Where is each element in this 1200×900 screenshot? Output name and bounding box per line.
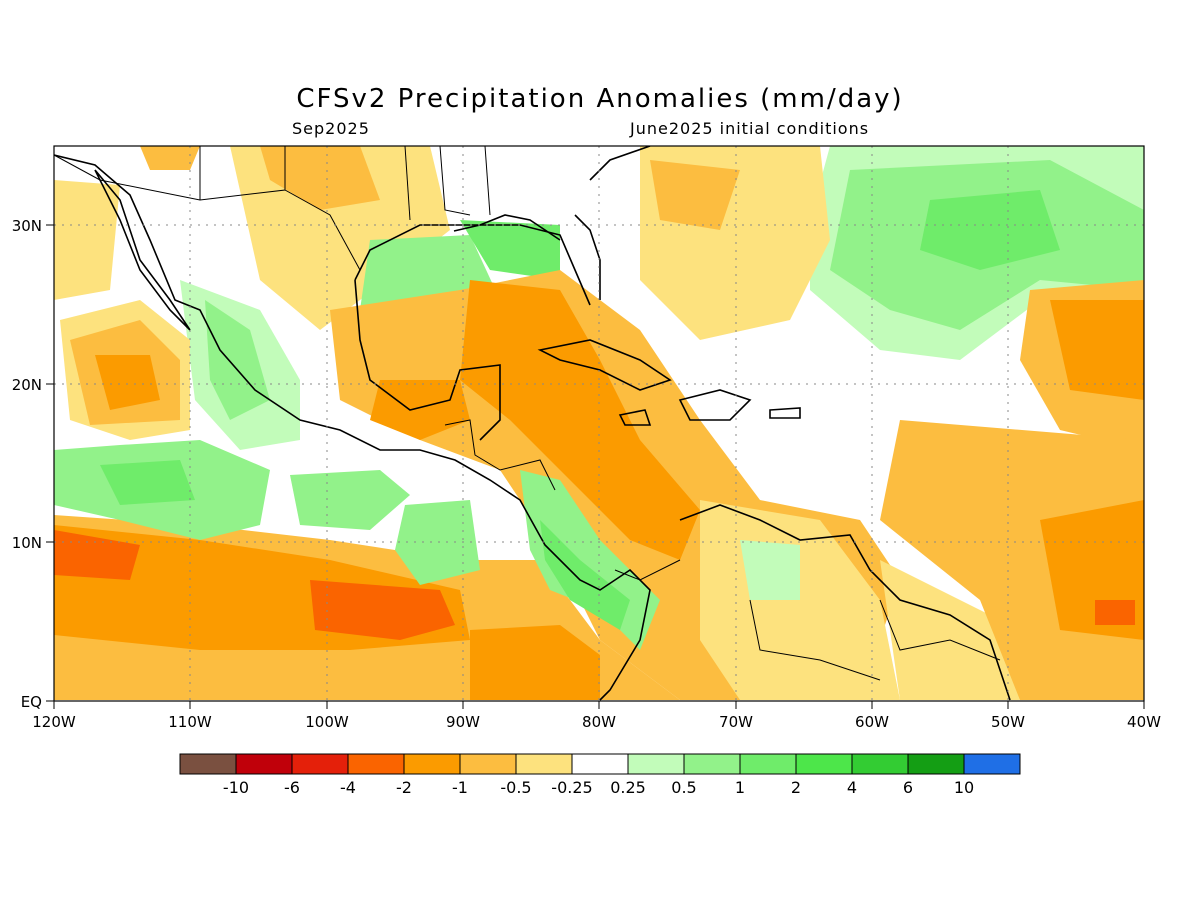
y-tick-label: EQ [21, 693, 42, 711]
colorbar-label: 6 [903, 778, 913, 797]
colorbar-swatch [795, 753, 853, 775]
colorbar-label: -4 [340, 778, 356, 797]
y-tick-label: 10N [12, 534, 42, 552]
colorbar-swatch [907, 753, 965, 775]
x-tick-label: 50W [991, 713, 1025, 731]
colorbar-swatch [347, 753, 405, 775]
colorbar-label: 1 [735, 778, 745, 797]
x-tick-label: 110W [168, 713, 212, 731]
colorbar-label: 0.25 [610, 778, 646, 797]
colorbar-swatch [627, 753, 685, 775]
axis-ticks [46, 224, 1145, 709]
colorbar [179, 753, 1021, 775]
colorbar-swatch [515, 753, 573, 775]
colorbar-label: 10 [954, 778, 974, 797]
colorbar-label: -0.5 [500, 778, 531, 797]
map-title: CFSv2 Precipitation Anomalies (mm/day) [296, 84, 904, 114]
colorbar-swatch [683, 753, 741, 775]
x-tick-label: 40W [1127, 713, 1161, 731]
colorbar-label: 4 [847, 778, 857, 797]
colorbar-labels: -10 -6 -4 -2 -1 -0.5 -0.25 0.25 0.5 1 2 4 6 10 [223, 778, 974, 797]
colorbar-label: 2 [791, 778, 801, 797]
y-tick-label: 20N [12, 376, 42, 394]
x-tick-label: 60W [855, 713, 889, 731]
x-tick-label: 70W [719, 713, 753, 731]
grid-lines [54, 146, 1144, 701]
forecast-month: Sep2025 [292, 119, 370, 138]
colorbar-swatch [403, 753, 461, 775]
x-tick-label: 90W [446, 713, 480, 731]
colorbar-swatch [851, 753, 909, 775]
colorbar-swatch [571, 753, 629, 775]
colorbar-label: -6 [284, 778, 300, 797]
colorbar-label: -1 [452, 778, 468, 797]
y-axis-labels: EQ 10N 20N 30N [12, 217, 42, 711]
anomaly-field [54, 146, 1144, 701]
coastlines [54, 146, 1011, 701]
colorbar-label: -0.25 [551, 778, 592, 797]
colorbar-swatch [963, 753, 1021, 775]
initial-conditions: June2025 initial conditions [630, 119, 870, 138]
y-tick-label: 30N [12, 217, 42, 235]
x-tick-label: 80W [582, 713, 616, 731]
colorbar-swatch [179, 753, 237, 775]
x-tick-label: 120W [32, 713, 76, 731]
x-tick-label: 100W [305, 713, 349, 731]
colorbar-swatch [291, 753, 349, 775]
colorbar-label: -2 [396, 778, 412, 797]
colorbar-label: -10 [223, 778, 249, 797]
colorbar-swatch [235, 753, 293, 775]
colorbar-label: 0.5 [671, 778, 696, 797]
boundaries [54, 146, 1001, 681]
colorbar-swatch [739, 753, 797, 775]
x-axis-labels: 120W 110W 100W 90W 80W 70W 60W 50W 40W [32, 713, 1161, 731]
colorbar-swatch [459, 753, 517, 775]
